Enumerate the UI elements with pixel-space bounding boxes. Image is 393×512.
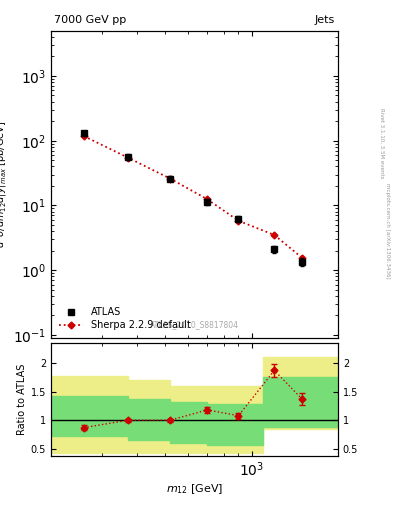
Text: Jets: Jets: [315, 14, 335, 25]
Legend: ATLAS, Sherpa 2.2.9 default: ATLAS, Sherpa 2.2.9 default: [56, 304, 194, 333]
Text: 7000 GeV pp: 7000 GeV pp: [54, 14, 126, 25]
Text: ATLAS_2010_S8817804: ATLAS_2010_S8817804: [150, 319, 239, 329]
Y-axis label: $d^{2}\sigma/dm_{12}d|y|_{max}$ [pb/GeV]: $d^{2}\sigma/dm_{12}d|y|_{max}$ [pb/GeV]: [0, 121, 9, 248]
Text: mcplots.cern.ch [arXiv:1306.3436]: mcplots.cern.ch [arXiv:1306.3436]: [385, 183, 390, 278]
Y-axis label: Ratio to ATLAS: Ratio to ATLAS: [17, 364, 27, 435]
X-axis label: $m_{12}$ [GeV]: $m_{12}$ [GeV]: [166, 482, 223, 496]
Text: Rivet 3.1.10, 3.5M events: Rivet 3.1.10, 3.5M events: [379, 108, 384, 179]
